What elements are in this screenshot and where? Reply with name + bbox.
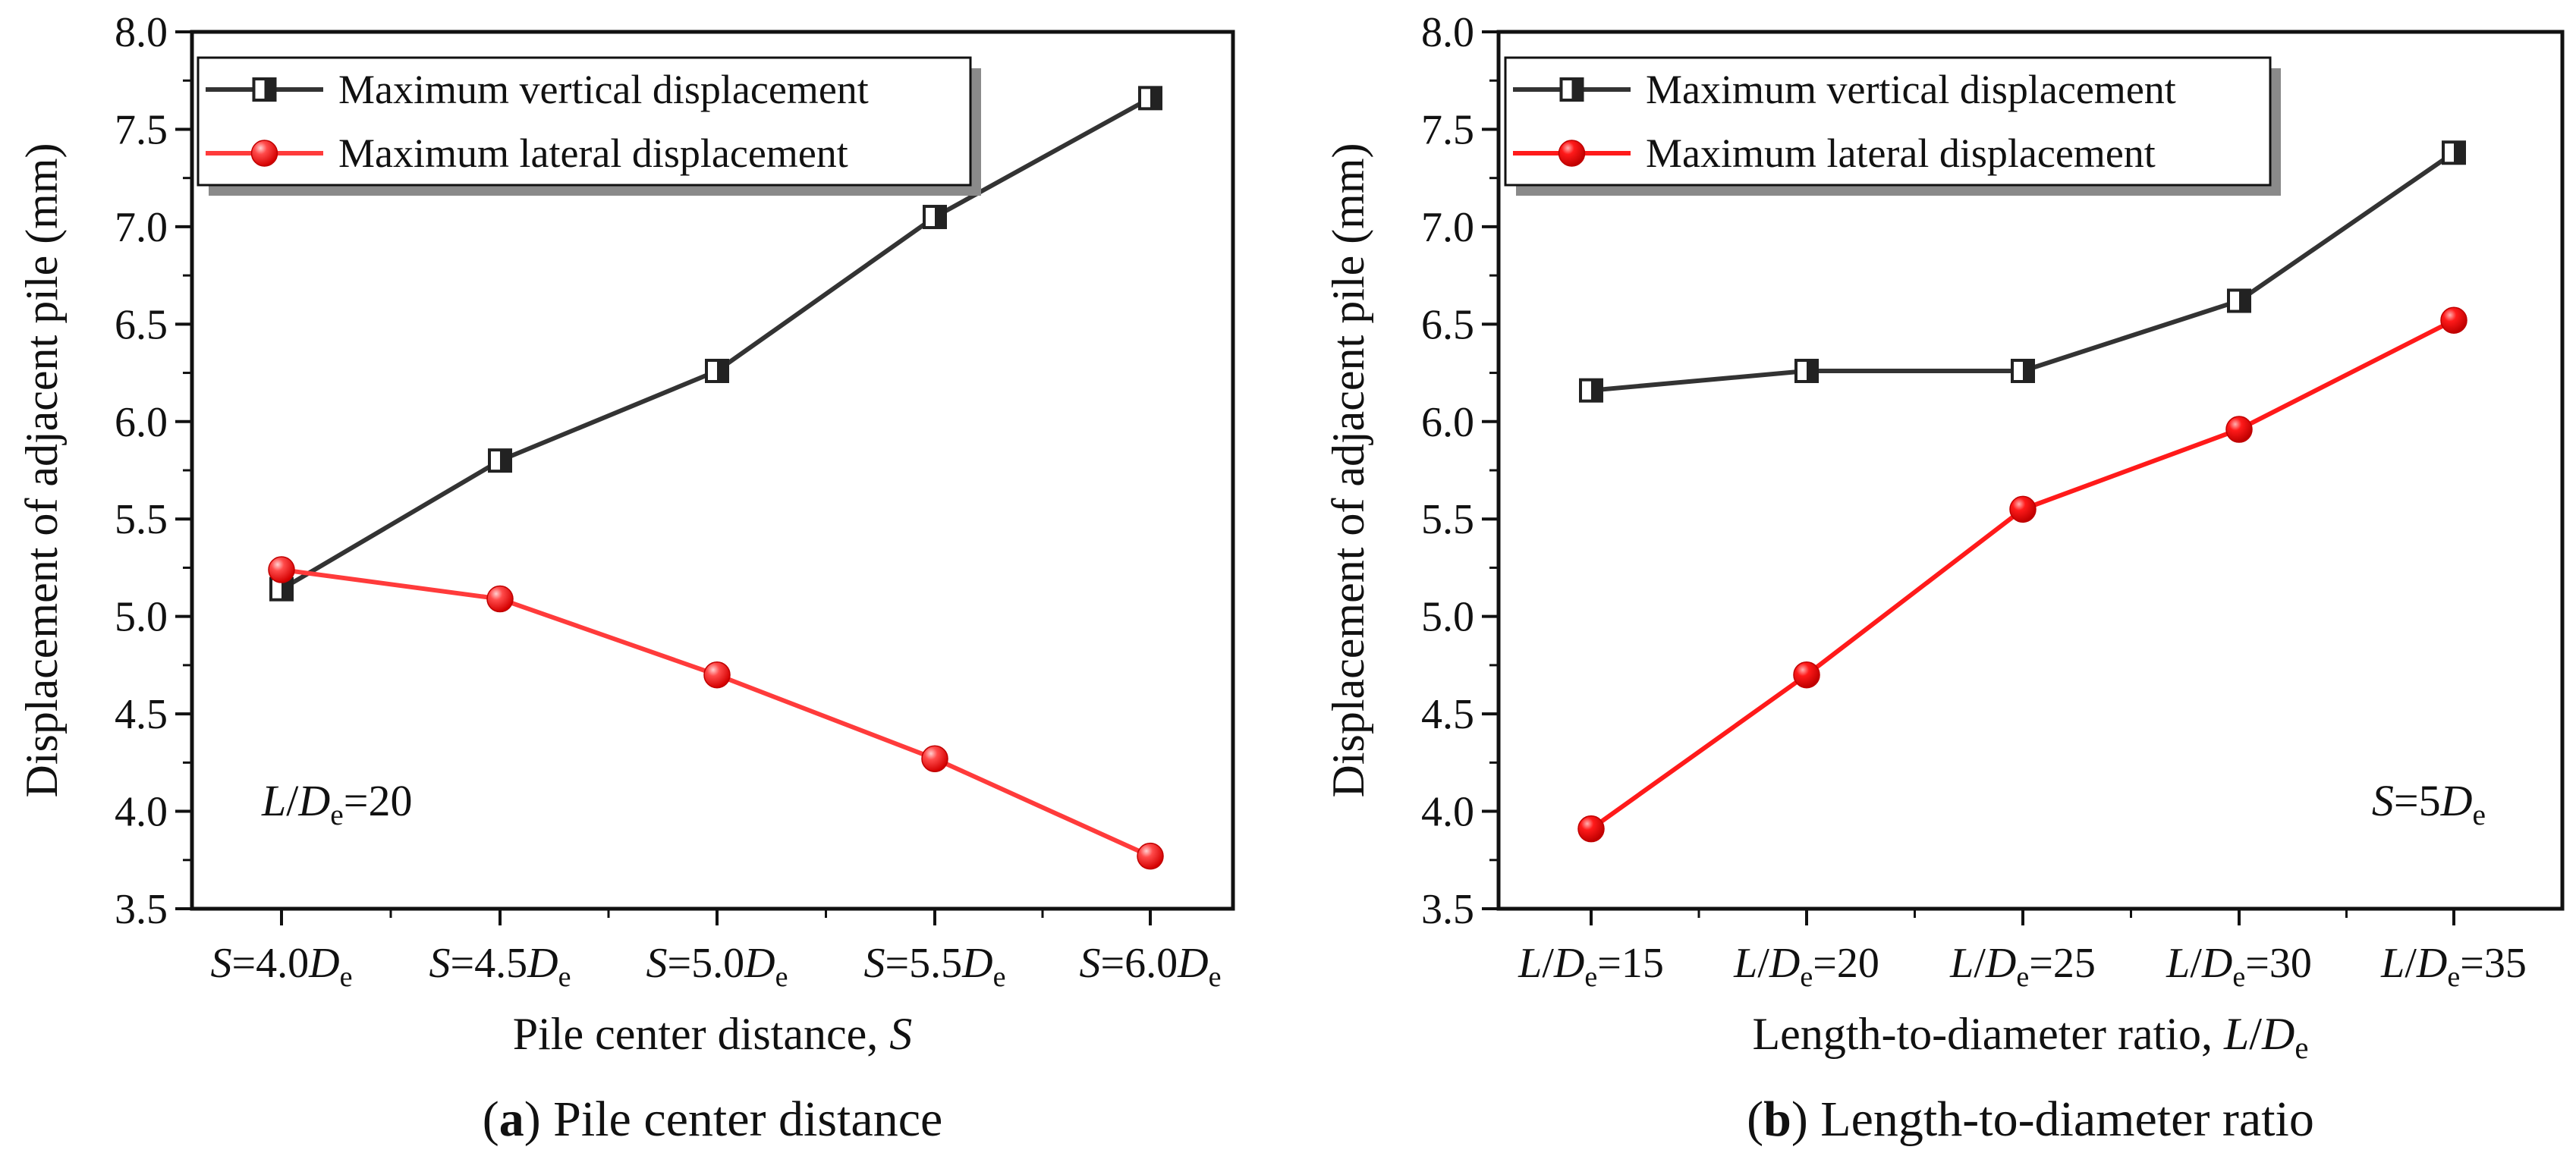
legend-label: Maximum vertical displacement <box>1646 67 2176 112</box>
y-tick-label: 7.0 <box>115 204 168 251</box>
legend: Maximum vertical displacement Maximum lat… <box>197 56 981 196</box>
y-tick-label: 8.0 <box>1421 9 1474 56</box>
x-tick-label: S=5.0De <box>646 940 788 993</box>
data-point-vertical <box>2011 358 2035 383</box>
legend-marker-square-fill <box>1571 79 1583 100</box>
x-axis-title: Pile center distance, S <box>513 1009 912 1059</box>
y-tick-label: 8.0 <box>115 9 168 56</box>
data-point-lateral <box>1793 661 1820 689</box>
data-point-lateral <box>1577 815 1605 843</box>
legend-label: Maximum vertical displacement <box>338 67 869 112</box>
data-point-vertical <box>2442 140 2466 165</box>
y-tick-label: 5.5 <box>115 496 168 543</box>
data-point-vertical <box>1579 378 1603 403</box>
y-axis-title: Displacement of adjacent pile (mm) <box>17 143 67 798</box>
series-line-lateral <box>1590 318 2455 831</box>
y-tick-label: 6.0 <box>1421 399 1474 446</box>
marker-square-fill <box>2023 360 2033 382</box>
marker-square-fill <box>500 450 511 472</box>
x-tick-label: S=6.0De <box>1080 940 1222 993</box>
y-tick-label: 6.5 <box>1421 301 1474 348</box>
legend-box <box>1504 56 2272 187</box>
x-tick-label: S=4.0De <box>211 940 353 993</box>
data-point-vertical <box>269 576 294 602</box>
x-tick-label: L/De=15 <box>1518 940 1664 993</box>
x-tick-label: L/De=30 <box>2166 940 2312 993</box>
data-point-lateral <box>1137 842 1164 870</box>
x-axis-title: Length-to-diameter ratio, L/De <box>1753 1009 2309 1065</box>
legend-marker-square-fill <box>264 79 275 100</box>
data-point-vertical <box>2227 288 2251 313</box>
data-point-vertical <box>705 358 729 383</box>
marker-square-fill <box>2239 290 2250 312</box>
x-tick-label: L/De=25 <box>1949 940 2096 993</box>
data-point-vertical <box>1138 86 1162 111</box>
y-tick-label: 7.5 <box>1421 106 1474 153</box>
x-tick-label: L/De=35 <box>2380 940 2527 993</box>
chart-panel-b: 3.5 4.0 4.5 5.0 5.5 6.0 6.5 7.0 7.5 8.0 L/De=15 L/D… <box>1323 9 2565 1147</box>
data-point-lateral <box>703 661 731 689</box>
x-tick-label: L/De=20 <box>1733 940 1879 993</box>
panel-caption: (b) Length-to-diameter ratio <box>1747 1092 2314 1147</box>
data-point-lateral <box>268 556 295 583</box>
data-point-lateral <box>486 585 514 613</box>
chart-panel-a: 3.5 4.0 4.5 5.0 5.5 6.0 6.5 7.0 7.5 8.0 S=4.0De S=4… <box>17 9 1235 1147</box>
legend: Maximum vertical displacement Maximum lat… <box>1504 56 2281 196</box>
marker-square-fill <box>282 578 292 600</box>
x-tick-label: S=4.5De <box>429 940 571 993</box>
legend-label: Maximum lateral displacement <box>338 130 848 176</box>
plot-frame <box>1496 30 2565 911</box>
data-point-lateral <box>921 745 948 772</box>
data-point-vertical <box>923 205 947 230</box>
legend-marker-sphere <box>1558 140 1586 167</box>
marker-square-fill <box>935 206 945 228</box>
data-point-lateral <box>2440 306 2467 334</box>
marker-square-fill <box>1807 360 1817 382</box>
data-point-lateral <box>2225 416 2253 443</box>
y-tick-label: 5.0 <box>115 594 168 641</box>
legend-marker-sphere <box>250 140 278 167</box>
panel-caption: (a) Pile center distance <box>483 1092 943 1147</box>
y-tick-label: 3.5 <box>115 886 168 933</box>
y-tick-label: 5.0 <box>1421 594 1474 641</box>
data-point-vertical <box>488 448 512 473</box>
marker-square-fill <box>717 360 728 382</box>
y-tick-label: 6.0 <box>115 399 168 446</box>
y-tick-label: 4.5 <box>115 691 168 738</box>
y-axis-title: Displacement of adjacent pile (mm) <box>1323 143 1373 798</box>
legend-box <box>197 56 972 187</box>
plot-frame <box>190 30 1235 911</box>
panel-annotation: S=5De <box>2372 776 2486 831</box>
marker-square-fill <box>1150 87 1161 109</box>
y-tick-label: 4.5 <box>1421 691 1474 738</box>
marker-square-fill <box>1591 379 1602 401</box>
marker-square-fill <box>2454 142 2464 164</box>
data-point-lateral <box>2009 495 2037 523</box>
x-tick-label: S=5.5De <box>864 940 1006 993</box>
legend-label: Maximum lateral displacement <box>1646 130 2156 176</box>
y-tick-label: 7.0 <box>1421 204 1474 251</box>
panel-annotation: L/De=20 <box>261 776 413 831</box>
y-tick-label: 5.5 <box>1421 496 1474 543</box>
y-tick-label: 4.0 <box>1421 789 1474 836</box>
y-tick-label: 6.5 <box>115 301 168 348</box>
y-tick-label: 3.5 <box>1421 886 1474 933</box>
data-point-vertical <box>1794 358 1819 383</box>
y-tick-label: 4.0 <box>115 789 168 836</box>
y-tick-label: 7.5 <box>115 106 168 153</box>
